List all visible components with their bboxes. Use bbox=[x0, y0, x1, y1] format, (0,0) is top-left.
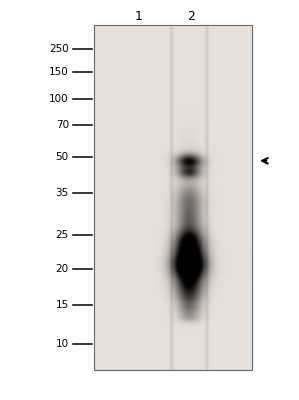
Text: 100: 100 bbox=[49, 94, 69, 104]
Text: 150: 150 bbox=[49, 67, 69, 77]
Text: 25: 25 bbox=[56, 230, 69, 240]
Text: 10: 10 bbox=[56, 339, 69, 349]
Text: 35: 35 bbox=[56, 188, 69, 198]
Text: 70: 70 bbox=[56, 120, 69, 130]
Text: 50: 50 bbox=[56, 152, 69, 162]
Bar bbox=[94, 25, 252, 370]
Text: 2: 2 bbox=[187, 10, 195, 22]
Text: 15: 15 bbox=[56, 300, 69, 310]
Text: 20: 20 bbox=[56, 264, 69, 274]
Text: 250: 250 bbox=[49, 44, 69, 54]
Text: 1: 1 bbox=[135, 10, 143, 22]
